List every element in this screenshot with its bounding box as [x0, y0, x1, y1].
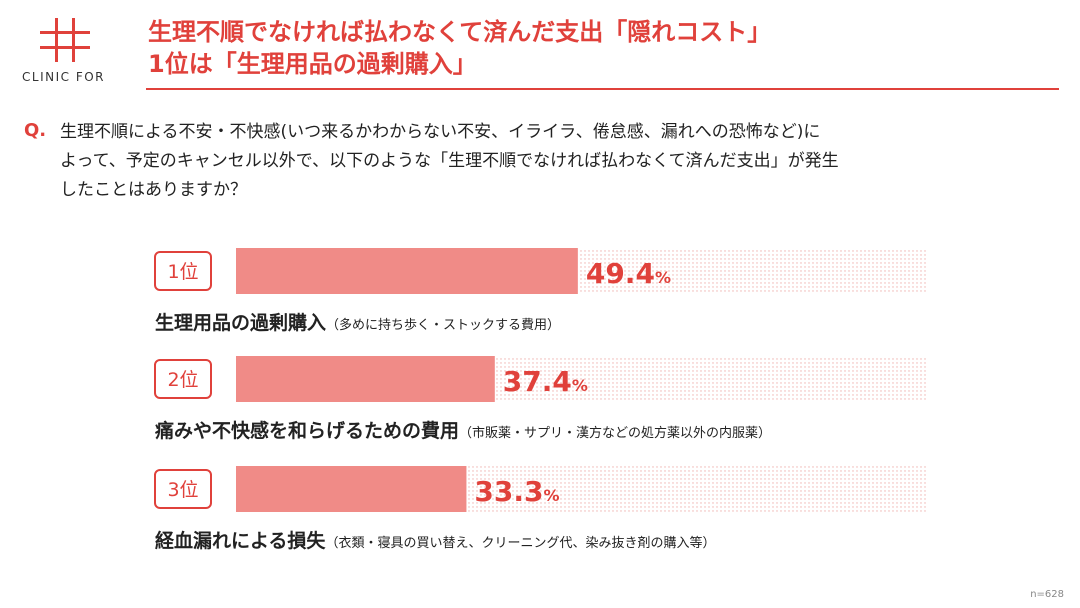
- title-line-1: 生理不順でなければ払わなくて済んだ支出「隠れコスト」: [148, 18, 772, 46]
- bar-2: [236, 356, 495, 402]
- clinic-cross-icon: [40, 18, 90, 62]
- rank-label-3: 3位: [167, 479, 198, 501]
- category-note-2: （市販薬・サプリ・漢方などの処方薬以外の内服薬）: [459, 425, 771, 441]
- value-unit-1: %: [655, 268, 671, 287]
- category-label-3: 経血漏れによる損失（衣類・寝具の買い替え、クリーニング代、染み抜き剤の購入等）: [155, 529, 715, 552]
- category-note-1: （多めに持ち歩く・ストックする費用）: [326, 317, 560, 333]
- value-unit-2: %: [572, 376, 588, 395]
- rank-badge-1: [154, 251, 212, 291]
- rank-badge-3: [154, 469, 212, 509]
- category-label-1: 生理用品の過剰購入（多めに持ち歩く・ストックする費用）: [155, 311, 560, 334]
- rank-label-1: 1位: [167, 261, 198, 283]
- question-text: 生理不順による不安・不快感(いつ来るかわからない不安、イライラ、倦怠感、漏れへの…: [60, 118, 1060, 205]
- sample-size-label: n=628: [1030, 589, 1064, 600]
- logo-text: CLINIC FOR: [22, 70, 105, 84]
- category-note-3: （衣類・寝具の買い替え、クリーニング代、染み抜き剤の購入等）: [325, 535, 715, 551]
- question-line-2: よって、予定のキャンセル以外で、以下のような「生理不順でなければ払わなくて済んだ…: [60, 151, 839, 171]
- bar-chart: 1位 49.4%生理用品の過剰購入（多めに持ち歩く・ストックする費用）2位 37.4…: [154, 248, 928, 552]
- title-divider: [146, 88, 1059, 90]
- question-mark-label: Q.: [24, 120, 47, 141]
- page-title: 生理不順でなければ払わなくて済んだ支出「隠れコスト」 1位は「生理用品の過剰購入…: [148, 16, 1048, 80]
- category-label-2: 痛みや不快感を和らげるための費用（市販薬・サプリ・漢方などの処方薬以外の内服薬）: [155, 419, 771, 442]
- rank-label-2: 2位: [167, 369, 198, 391]
- title-line-2: 1位は「生理用品の過剰購入」: [148, 50, 477, 78]
- brand-logo: CLINIC FOR: [22, 18, 114, 84]
- question-line-3: したことはありますか？: [60, 180, 247, 200]
- bar-1: [236, 248, 578, 294]
- value-unit-3: %: [544, 486, 560, 505]
- rank-badge-2: [154, 359, 212, 399]
- question-line-1: 生理不順による不安・不快感(いつ来るかわからない不安、イライラ、倦怠感、漏れへの…: [60, 122, 821, 142]
- bar-3: [236, 466, 467, 512]
